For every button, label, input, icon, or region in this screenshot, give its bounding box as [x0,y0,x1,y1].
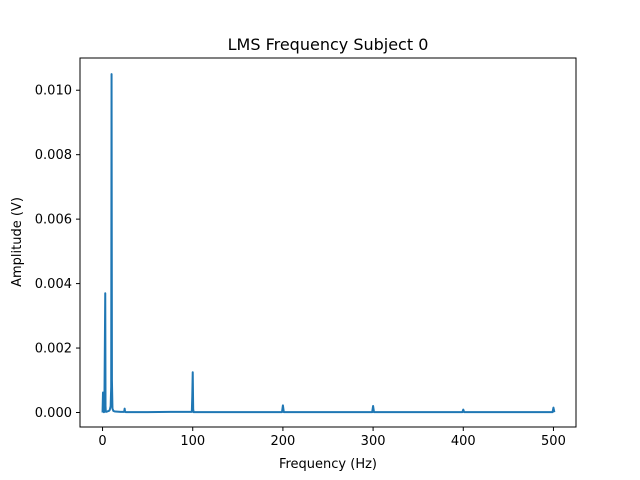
x-tick-label: 500 [541,434,566,449]
x-tick-label: 200 [270,434,295,449]
y-tick-label: 0.006 [35,213,72,228]
y-tick-label: 0.000 [35,406,72,421]
x-tick-label: 100 [180,434,205,449]
x-tick-label: 400 [451,434,476,449]
y-tick-label: 0.004 [35,277,72,292]
series-line-0 [101,73,556,414]
y-axis-ticks: 0.000 0.002 0.004 0.006 0.008 0.010 [35,84,80,421]
x-axis-label: Frequency (Hz) [279,457,377,472]
plot-frame [79,57,577,428]
y-tick-label: 0.002 [35,342,72,357]
y-axis-label: Amplitude (V) [10,197,25,287]
y-tick-label: 0.010 [35,84,72,99]
x-axis-ticks: 0 100 200 300 400 500 [98,427,566,449]
chart-title: LMS Frequency Subject 0 [228,35,429,54]
x-tick-label: 300 [361,434,386,449]
y-tick-label: 0.008 [35,148,72,163]
x-tick-label: 0 [98,434,106,449]
series-group [101,73,556,414]
